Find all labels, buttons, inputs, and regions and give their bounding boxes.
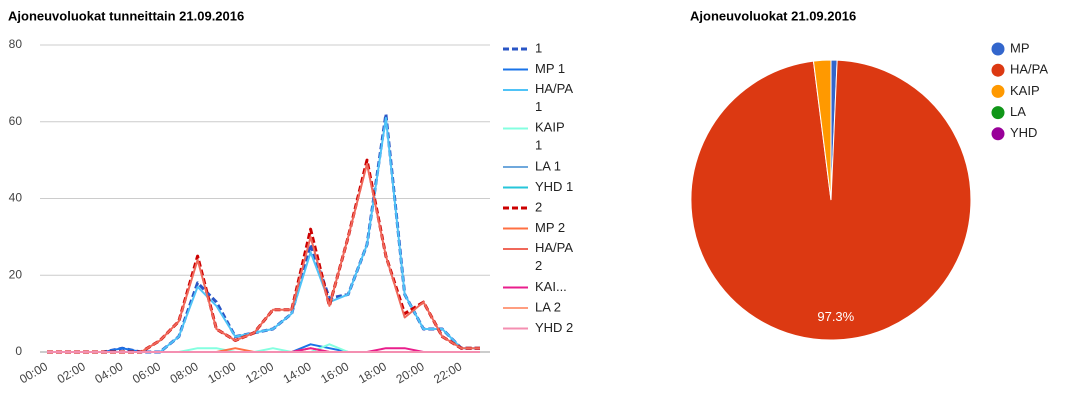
legend-swatch (991, 84, 1005, 98)
legend-label: HA/PA (1010, 62, 1048, 77)
y-tick-label: 0 (15, 344, 22, 358)
value-label: 97.3% (817, 309, 854, 324)
line-series (47, 163, 480, 353)
x-tick-label: 18:00 (356, 359, 389, 386)
y-tick-label: 40 (9, 191, 23, 205)
legend-label: KAIP (1010, 83, 1040, 98)
legend-swatch (991, 127, 1005, 141)
x-tick-label: 10:00 (205, 359, 238, 386)
x-tick-label: 14:00 (281, 359, 314, 386)
x-tick-label: 20:00 (394, 359, 427, 386)
legend-label: LA (1010, 104, 1026, 119)
legend-label: MP 2 (535, 220, 565, 235)
x-tick-label: 00:00 (17, 359, 50, 386)
y-tick-label: 60 (9, 114, 23, 128)
legend-label: MP 1 (535, 61, 565, 76)
legend-label: YHD 1 (535, 179, 573, 194)
legend-label: KAI... (535, 279, 567, 294)
legend-label: MP (1010, 40, 1030, 55)
line-series (47, 112, 480, 354)
legend-label: LA 2 (535, 299, 561, 314)
chart-title: Ajoneuvoluokat tunneittain 21.09.2016 (8, 8, 244, 23)
legend-label: YHD 2 (535, 320, 573, 335)
legend-label: 1 (535, 40, 542, 55)
legend-swatch (991, 106, 1005, 120)
x-tick-label: 12:00 (243, 359, 276, 386)
legend-label: YHD (1010, 125, 1037, 140)
line-series (47, 116, 480, 353)
legend-swatch (991, 42, 1005, 56)
line-series (47, 158, 480, 354)
chart-title: Ajoneuvoluokat 21.09.2016 (690, 8, 856, 23)
legend-label: HA/PA 1 (535, 81, 576, 114)
y-tick-label: 80 (9, 37, 23, 51)
pie-slice (690, 59, 972, 341)
x-tick-label: 04:00 (92, 359, 125, 386)
x-tick-label: 06:00 (130, 359, 163, 386)
legend-swatch (991, 63, 1005, 77)
pie-slice (812, 59, 832, 201)
legend-label: KAIP 1 (535, 120, 568, 153)
x-tick-label: 16:00 (318, 359, 351, 386)
legend-label: HA/PA 2 (535, 240, 576, 273)
y-tick-label: 20 (9, 267, 23, 281)
x-tick-label: 08:00 (168, 359, 201, 386)
x-tick-label: 02:00 (55, 359, 88, 386)
legend-label: LA 1 (535, 158, 561, 173)
legend-label: 2 (535, 199, 542, 214)
x-tick-label: 22:00 (431, 359, 464, 386)
